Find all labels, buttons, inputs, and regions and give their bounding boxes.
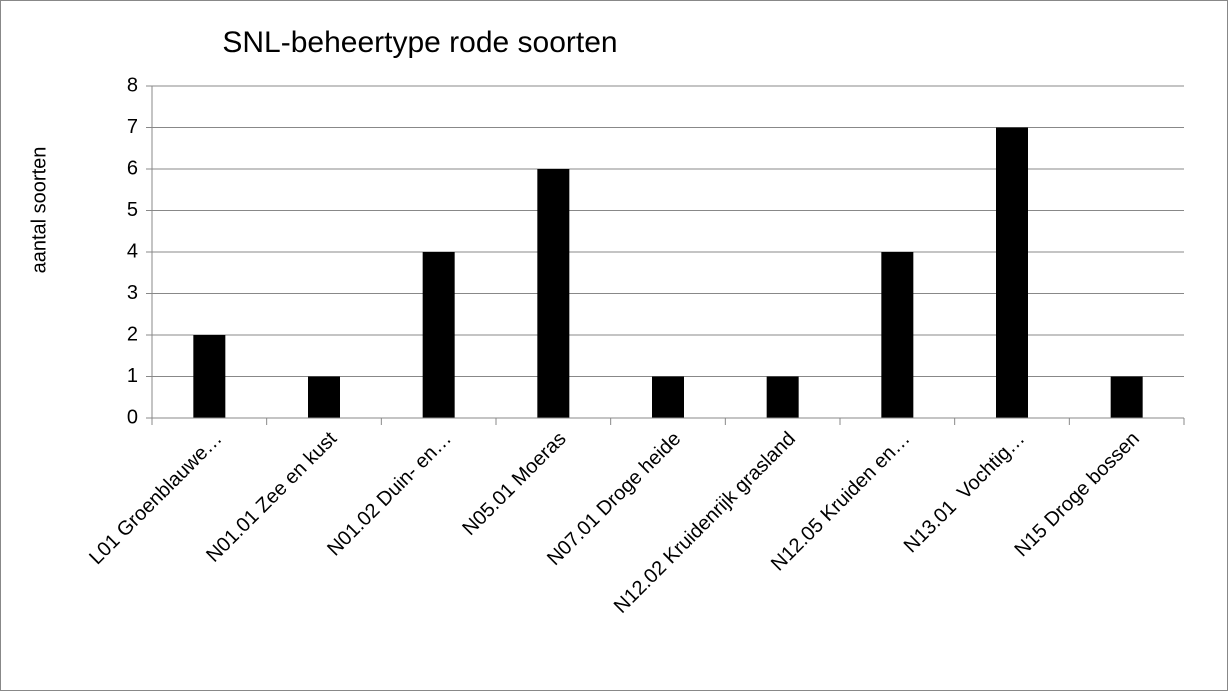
chart-title: SNL-beheertype rode soorten [222, 26, 617, 59]
bar [766, 376, 799, 418]
y-tick-label: 8 [127, 74, 138, 96]
bar [881, 252, 914, 418]
y-tick-label: 1 [127, 365, 138, 387]
y-tick-label: 3 [127, 282, 138, 304]
bar [1110, 376, 1143, 418]
bar [422, 252, 455, 418]
y-tick-label: 5 [127, 199, 138, 221]
bar [193, 335, 226, 418]
bar [308, 376, 340, 418]
y-axis-label: aantal soorten [28, 147, 50, 274]
bar [652, 376, 684, 418]
y-tick-label: 6 [127, 157, 138, 179]
bar [537, 169, 570, 418]
y-tick-label: 7 [127, 116, 138, 138]
y-tick-label: 2 [127, 323, 138, 345]
bar [996, 127, 1028, 418]
y-tick-label: 4 [127, 240, 138, 262]
y-tick-label: 0 [127, 406, 138, 428]
